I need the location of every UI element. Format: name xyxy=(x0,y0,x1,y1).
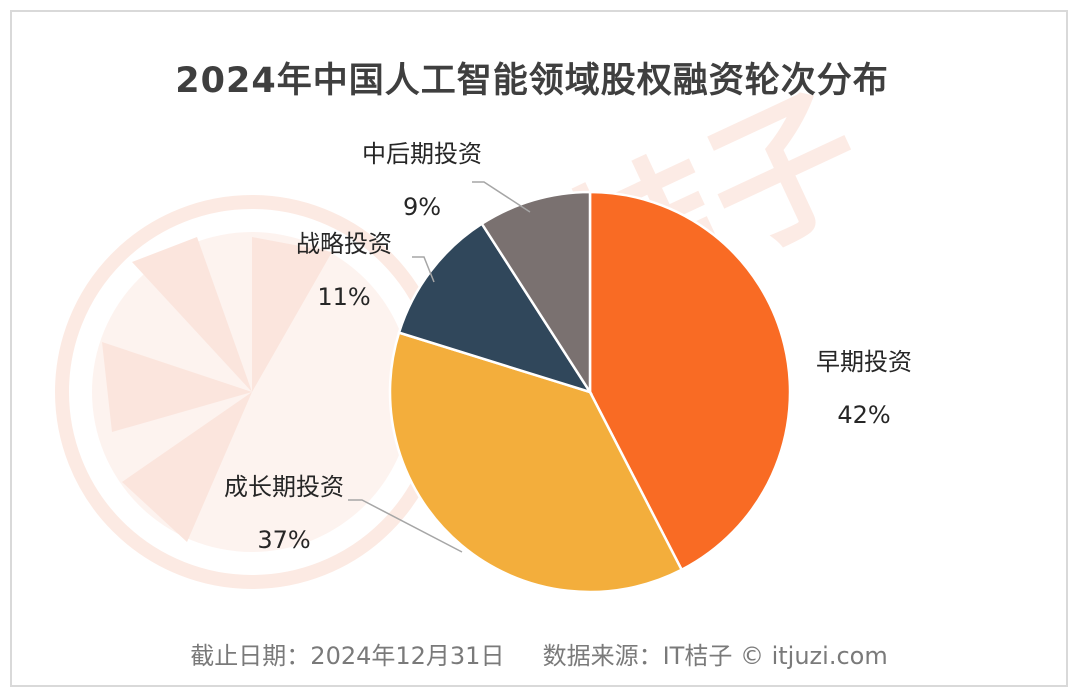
chart-title: 2024年中国人工智能领域股权融资轮次分布 xyxy=(175,61,889,101)
slice-value-early: 42% xyxy=(837,401,890,429)
leader-line-strategic xyxy=(412,256,435,283)
leader-line-growth xyxy=(348,499,463,553)
slice-label-late: 中后期投资 xyxy=(362,140,482,168)
watermark-orange-logo xyxy=(55,195,449,589)
footer-source-note: 截止日期：2024年12月31日 数据来源：IT桔子 © itjuzi.com xyxy=(190,642,888,670)
pie-slice-strategic xyxy=(397,222,593,395)
pie-chart: 早期投资 42% 成长期投资 37% 战略投资 11% 中后期投资 9% xyxy=(224,140,912,594)
slice-value-growth: 37% xyxy=(257,526,310,554)
pie-slice-early xyxy=(588,190,792,572)
chart-frame: IT桔子 itjuzi.com 2024年中国人工智能领域股权融资轮次分布 早期… xyxy=(10,10,1068,687)
slice-value-strategic: 11% xyxy=(317,283,370,311)
slice-label-early: 早期投资 xyxy=(816,348,912,376)
slice-value-late: 9% xyxy=(403,193,441,221)
pie-slice-growth xyxy=(388,331,684,594)
slice-label-strategic: 战略投资 xyxy=(296,230,392,258)
leader-line-late xyxy=(472,181,531,213)
slice-label-growth: 成长期投资 xyxy=(224,473,344,501)
pie-slice-late xyxy=(480,190,592,397)
